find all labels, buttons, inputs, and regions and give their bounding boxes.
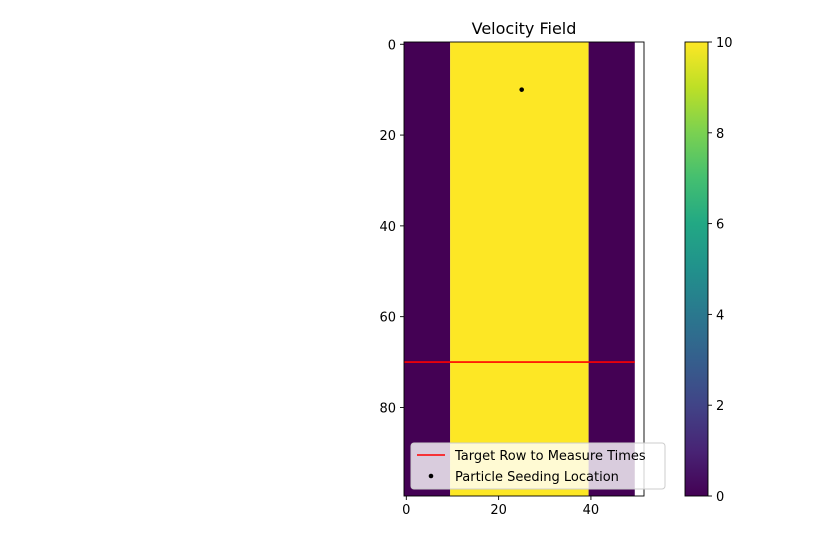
heatmap-region-2 — [450, 42, 589, 496]
y-tick-label: 40 — [379, 220, 396, 235]
x-tick-label: 40 — [583, 503, 600, 518]
legend-dot-swatch — [428, 473, 434, 479]
chart-title: Velocity Field — [472, 19, 577, 38]
plot-area: 0 20 40 0 20 40 60 80 — [379, 38, 645, 518]
y-tick-label: 20 — [379, 129, 396, 144]
colorbar-tick-label: 0 — [716, 490, 724, 505]
y-tick-label: 60 — [379, 311, 396, 326]
colorbar-tick-label: 10 — [716, 36, 733, 51]
colorbar-tick-label: 8 — [716, 127, 724, 142]
heatmap-region-1 — [404, 42, 451, 496]
colorbar-tick-label: 6 — [716, 218, 724, 233]
colorbar-gradient — [685, 42, 708, 496]
x-tick-label: 0 — [402, 503, 410, 518]
colorbar: 0 2 4 6 8 10 — [684, 36, 733, 505]
seeding-point — [519, 87, 524, 92]
axes-frame — [403, 41, 645, 497]
colorbar-tick-label: 4 — [716, 308, 724, 323]
x-tick-label: 20 — [490, 503, 507, 518]
colorbar-tick-label: 2 — [716, 399, 724, 414]
colorbar-frame — [684, 41, 709, 497]
y-tick-label: 80 — [379, 401, 396, 416]
legend-label: Target Row to Measure Times — [454, 449, 646, 464]
y-tick-label: 0 — [388, 38, 396, 53]
legend-label: Particle Seeding Location — [455, 470, 619, 485]
legend-box — [410, 442, 666, 490]
heatmap-region-3 — [588, 42, 635, 496]
legend: Target Row to Measure Times Particle Seed… — [410, 442, 666, 490]
